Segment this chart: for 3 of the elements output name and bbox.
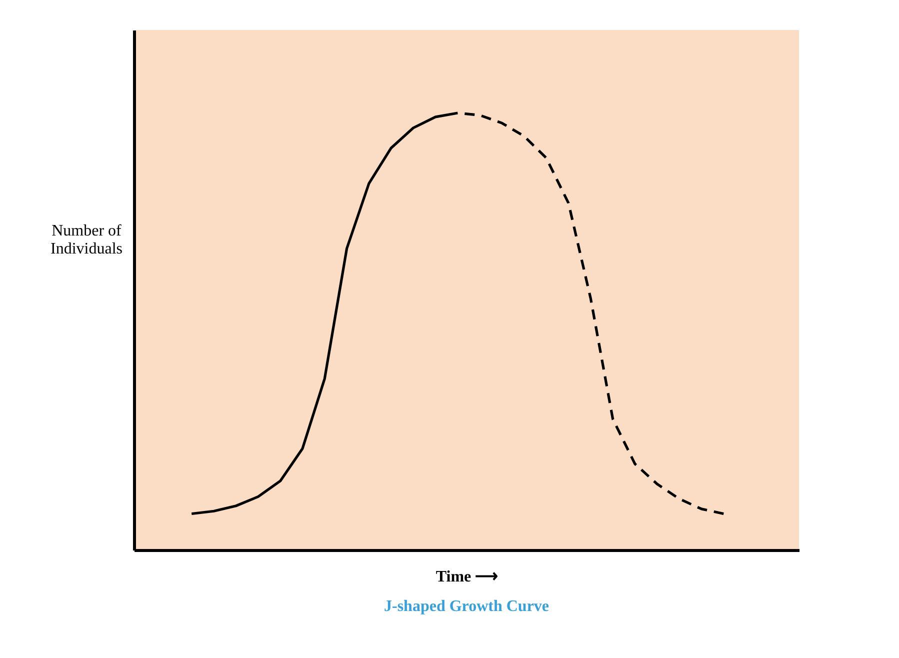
y-axis-title: Number of Individuals bbox=[50, 222, 122, 258]
x-axis-title: Time ⟶ bbox=[436, 568, 498, 586]
text: J-shaped Growth Curve bbox=[384, 598, 550, 615]
